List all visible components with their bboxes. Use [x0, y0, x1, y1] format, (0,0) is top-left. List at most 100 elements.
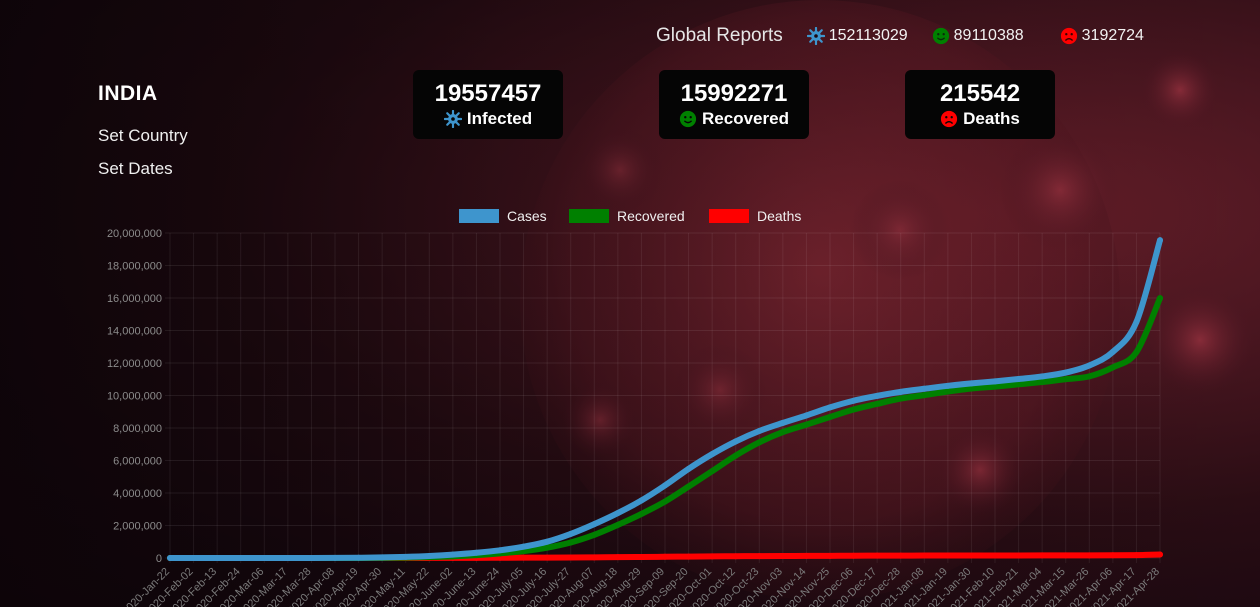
data-point-recovered: [614, 521, 621, 528]
data-point-cases: [308, 554, 315, 561]
data-point-cases: [921, 385, 928, 392]
data-point-cases: [497, 547, 503, 554]
country-title: INDIA: [98, 82, 158, 105]
data-point-cases: [1062, 369, 1069, 376]
data-point-recovered: [1062, 376, 1069, 383]
data-point-deaths: [685, 553, 692, 560]
data-point-deaths: [1039, 552, 1046, 559]
data-point-cases: [992, 378, 998, 385]
data-point-cases: [968, 380, 975, 387]
data-point-deaths: [591, 554, 598, 561]
legend-swatch: [459, 209, 499, 223]
data-point-deaths: [827, 552, 833, 559]
y-tick-label: 10,000,000: [107, 391, 162, 403]
data-point-cases: [355, 554, 362, 561]
recovered-card: 15992271 Recovered: [659, 70, 809, 139]
data-point-recovered: [874, 400, 881, 407]
data-point-recovered: [544, 544, 551, 551]
data-point-cases: [638, 497, 645, 504]
sad-icon: [941, 110, 958, 127]
data-point-recovered: [779, 429, 786, 436]
data-point-cases: [944, 382, 951, 389]
data-point-cases: [520, 543, 527, 550]
deaths-value: 215542: [939, 79, 1021, 107]
set-country-link[interactable]: Set Country: [98, 126, 188, 145]
deaths-label: Deaths: [963, 108, 1020, 128]
global-infected-stat: 152113029: [806, 27, 908, 45]
global-reports-bar: Global Reports 152113029 89110388 319272…: [656, 24, 1144, 48]
data-point-deaths: [779, 552, 786, 559]
y-tick-label: 0: [156, 553, 162, 565]
y-tick-label: 20,000,000: [107, 228, 162, 240]
data-point-cases: [756, 428, 763, 435]
global-deaths-value: 3192724: [1081, 27, 1144, 44]
data-point-deaths: [520, 554, 527, 561]
data-point-cases: [1015, 375, 1022, 382]
recovered-value: 15992271: [680, 79, 788, 107]
data-point-cases: [1086, 362, 1093, 369]
data-point-recovered: [827, 413, 833, 420]
data-point-cases: [874, 392, 881, 399]
data-point-deaths: [968, 552, 975, 559]
data-point-deaths: [803, 552, 810, 559]
set-dates-link[interactable]: Set Dates: [98, 159, 173, 178]
global-infected-value: 152113029: [828, 27, 908, 44]
legend-swatch: [569, 209, 609, 223]
y-tick-label: 6,000,000: [113, 456, 162, 468]
global-deaths-stat: 3192724: [1060, 27, 1144, 45]
data-point-cases: [1109, 348, 1116, 355]
legend-label: Recovered: [617, 208, 685, 224]
data-point-cases: [261, 554, 268, 561]
data-point-recovered: [897, 395, 904, 402]
global-recovered-value: 89110388: [953, 27, 1024, 44]
data-point-deaths: [850, 552, 857, 559]
data-point-deaths: [614, 554, 621, 561]
data-point-recovered: [662, 498, 668, 505]
legend-label: Cases: [507, 208, 547, 224]
data-point-cases: [379, 554, 386, 561]
data-point-cases: [284, 554, 291, 561]
infected-card: 19557457 Infected: [413, 70, 563, 139]
data-point-recovered: [1109, 364, 1116, 371]
data-point-cases: [449, 551, 456, 558]
data-point-recovered: [685, 483, 692, 490]
data-point-deaths: [897, 552, 904, 559]
data-point-recovered: [1133, 349, 1140, 356]
data-point-cases: [473, 549, 480, 556]
data-point-cases: [190, 555, 197, 561]
data-point-recovered: [992, 383, 998, 390]
data-point-recovered: [709, 468, 716, 475]
data-point-cases: [897, 388, 904, 395]
data-point-cases: [1157, 237, 1163, 244]
data-point-cases: [779, 419, 786, 426]
data-point-cases: [426, 552, 433, 559]
data-point-deaths: [638, 553, 645, 560]
deaths-card: 215542 Deaths: [905, 70, 1055, 139]
data-point-recovered: [944, 388, 951, 395]
smile-icon: [679, 110, 697, 127]
data-point-deaths: [1157, 551, 1163, 558]
data-point-cases: [402, 553, 409, 560]
data-point-deaths: [756, 553, 763, 560]
data-point-deaths: [544, 554, 551, 561]
data-point-cases: [1133, 318, 1140, 325]
data-point-recovered: [921, 392, 928, 399]
data-point-recovered: [850, 406, 857, 413]
data-point-deaths: [1109, 552, 1116, 559]
data-point-deaths: [567, 554, 574, 561]
data-point-recovered: [1015, 381, 1022, 388]
data-point-deaths: [662, 553, 668, 560]
virus-icon: [443, 109, 462, 128]
data-point-cases: [662, 482, 668, 489]
infected-label: Infected: [466, 108, 533, 128]
data-point-cases: [685, 465, 692, 472]
data-point-cases: [803, 412, 810, 419]
data-point-cases: [237, 554, 244, 561]
data-point-deaths: [992, 552, 998, 559]
data-point-deaths: [1133, 552, 1140, 559]
data-point-cases: [332, 554, 338, 561]
global-recovered-stat: 89110388: [932, 27, 1024, 45]
y-tick-label: 12,000,000: [107, 358, 162, 370]
data-point-cases: [614, 510, 621, 517]
data-point-recovered: [591, 531, 598, 538]
